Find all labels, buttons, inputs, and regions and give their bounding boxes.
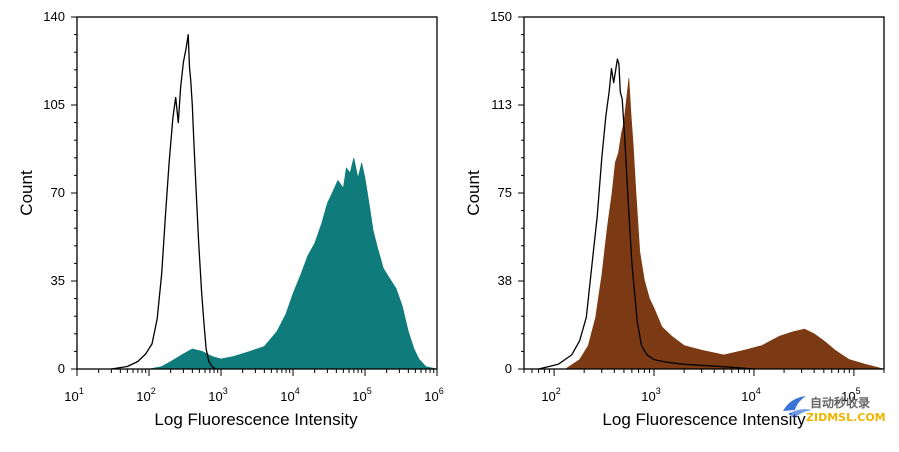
histogram-filled-series: [564, 77, 885, 370]
y-axis-title: Count: [17, 170, 36, 216]
bird-logo-icon: [783, 396, 812, 418]
x-tick-label: 106: [424, 386, 443, 404]
x-tick-label: 105: [352, 386, 371, 404]
y-axis-ticks: [518, 16, 524, 370]
y-tick-label: 70: [51, 185, 65, 200]
y-axis-title: Count: [464, 170, 483, 216]
series-layer: [111, 33, 438, 370]
x-tick-label: 103: [641, 386, 660, 404]
watermark: 自动秒收录 ZIDMSL.COM: [783, 395, 886, 424]
x-axis-ticks: [76, 369, 438, 376]
x-tick-labels: 102 103 104 105: [541, 386, 860, 404]
x-tick-label: 105: [841, 386, 860, 404]
plot-frame: [523, 16, 885, 370]
histogram-outline-series: [538, 58, 755, 370]
x-tick-label: 104: [741, 386, 760, 404]
x-axis-ticks: [523, 369, 885, 376]
watermark-url: ZIDMSL.COM: [806, 411, 886, 424]
y-tick-label: 38: [498, 273, 512, 288]
y-tick-label: 0: [58, 361, 65, 376]
x-tick-labels: 101 102 103 104 105 106: [64, 386, 443, 404]
series-layer: [538, 58, 885, 370]
histogram-panel-right: 0 38 75 113 150 102 103 104 105 Count Log F…: [464, 9, 885, 429]
y-tick-label: 0: [505, 361, 512, 376]
y-tick-label: 140: [43, 9, 65, 24]
y-tick-label: 150: [490, 9, 512, 24]
x-tick-label: 102: [541, 386, 560, 404]
y-axis-ticks: [71, 16, 77, 370]
histogram-filled-series: [148, 157, 438, 370]
x-tick-label: 103: [208, 386, 227, 404]
x-axis-title: Log Fluorescence Intensity: [602, 410, 806, 429]
y-tick-label: 35: [51, 273, 65, 288]
y-tick-label: 113: [491, 97, 512, 112]
histogram-outline-series: [111, 33, 217, 370]
histogram-panel-left: 0 35 70 105 140 101 102 103 104 105 106 Count…: [17, 9, 444, 429]
x-axis-title: Log Fluorescence Intensity: [154, 410, 358, 429]
y-tick-label: 75: [498, 185, 512, 200]
x-tick-label: 101: [64, 386, 83, 404]
watermark-text: 自动秒收录: [810, 395, 870, 410]
y-tick-label: 105: [43, 97, 65, 112]
x-tick-label: 102: [136, 386, 155, 404]
x-tick-label: 104: [280, 386, 299, 404]
